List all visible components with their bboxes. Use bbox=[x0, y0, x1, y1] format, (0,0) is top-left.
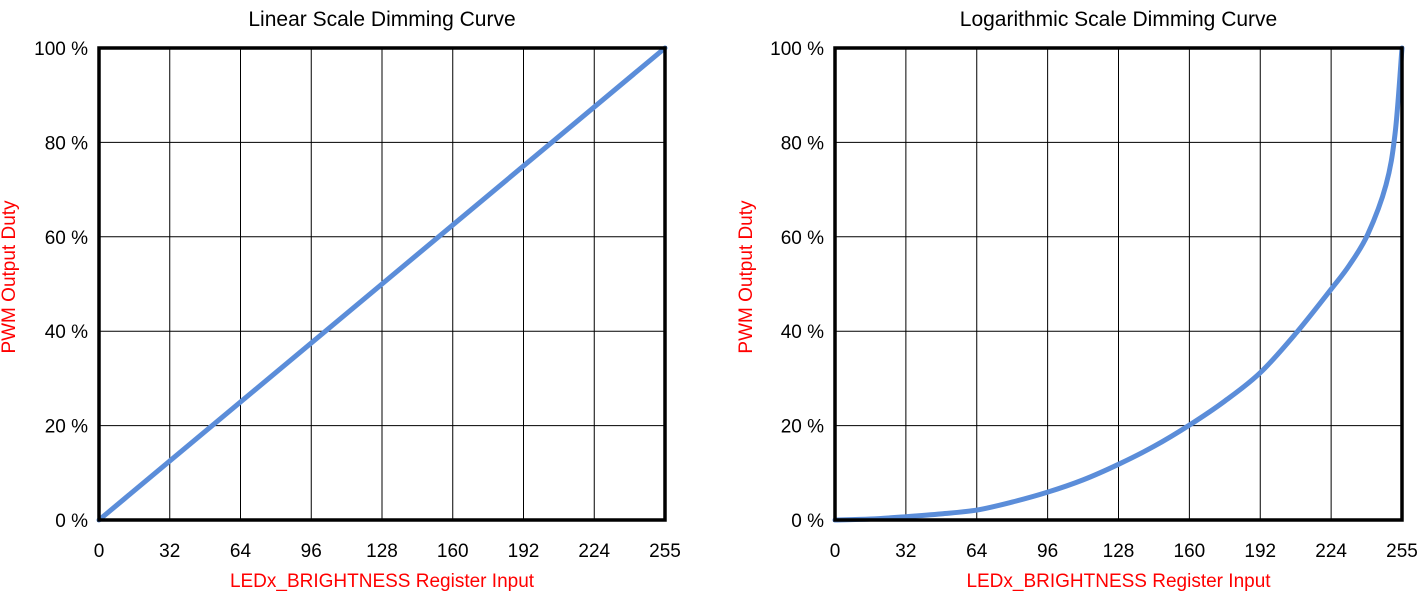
x-tick-label: 224 bbox=[1315, 541, 1347, 562]
x-tick-label: 224 bbox=[578, 541, 610, 562]
plot-frame bbox=[833, 46, 1404, 522]
x-tick-label: 64 bbox=[230, 541, 252, 562]
x-tick-label: 96 bbox=[301, 541, 322, 562]
y-tick-label: 100 % bbox=[34, 39, 88, 60]
y-tick-label: 60 % bbox=[781, 228, 824, 249]
y-axis-label: PWM Output Duty bbox=[736, 200, 757, 354]
series-line bbox=[96, 45, 668, 523]
x-tick-label: 192 bbox=[508, 541, 540, 562]
y-tick-label: 40 % bbox=[45, 322, 88, 343]
x-tick-label: 0 bbox=[94, 541, 105, 562]
x-tick-label: 32 bbox=[895, 541, 916, 562]
x-tick-label: 255 bbox=[649, 541, 681, 562]
x-tick-label: 32 bbox=[159, 541, 180, 562]
x-tick-label: 96 bbox=[1037, 541, 1058, 562]
y-tick-label: 100 % bbox=[770, 39, 824, 60]
x-tick-label: 160 bbox=[1174, 541, 1206, 562]
x-tick-label: 128 bbox=[366, 541, 398, 562]
chart-panel-2: Logarithmic Scale Dimming Curve 0 32 64 96 12… bbox=[736, 8, 1418, 592]
x-tick-label: 192 bbox=[1244, 541, 1276, 562]
y-tick-label: 40 % bbox=[781, 322, 824, 343]
y-tick-label: 60 % bbox=[45, 228, 88, 249]
chart-panel-1: Linear Scale Dimming Curve 0 32 64 96 128 160 1… bbox=[0, 8, 681, 592]
x-tick-label: 128 bbox=[1103, 541, 1135, 562]
chart-title: Linear Scale Dimming Curve bbox=[248, 8, 515, 31]
y-tick-label: 20 % bbox=[781, 417, 824, 438]
y-axis-label: PWM Output Duty bbox=[0, 200, 20, 354]
y-tick-label: 0 % bbox=[791, 511, 824, 532]
x-axis-label: LEDx_BRIGHTNESS Register Input bbox=[230, 571, 535, 592]
chart-title: Logarithmic Scale Dimming Curve bbox=[960, 8, 1277, 31]
y-tick-label: 80 % bbox=[45, 133, 88, 154]
x-tick-label: 160 bbox=[437, 541, 469, 562]
x-tick-label: 0 bbox=[830, 541, 841, 562]
y-tick-label: 80 % bbox=[781, 133, 824, 154]
series-line bbox=[832, 45, 1405, 523]
y-tick-label: 20 % bbox=[45, 417, 88, 438]
x-tick-label: 64 bbox=[966, 541, 988, 562]
y-tick-label: 0 % bbox=[55, 511, 88, 532]
x-axis-label: LEDx_BRIGHTNESS Register Input bbox=[966, 571, 1271, 592]
plot-frame bbox=[97, 46, 667, 522]
x-tick-label: 255 bbox=[1386, 541, 1418, 562]
